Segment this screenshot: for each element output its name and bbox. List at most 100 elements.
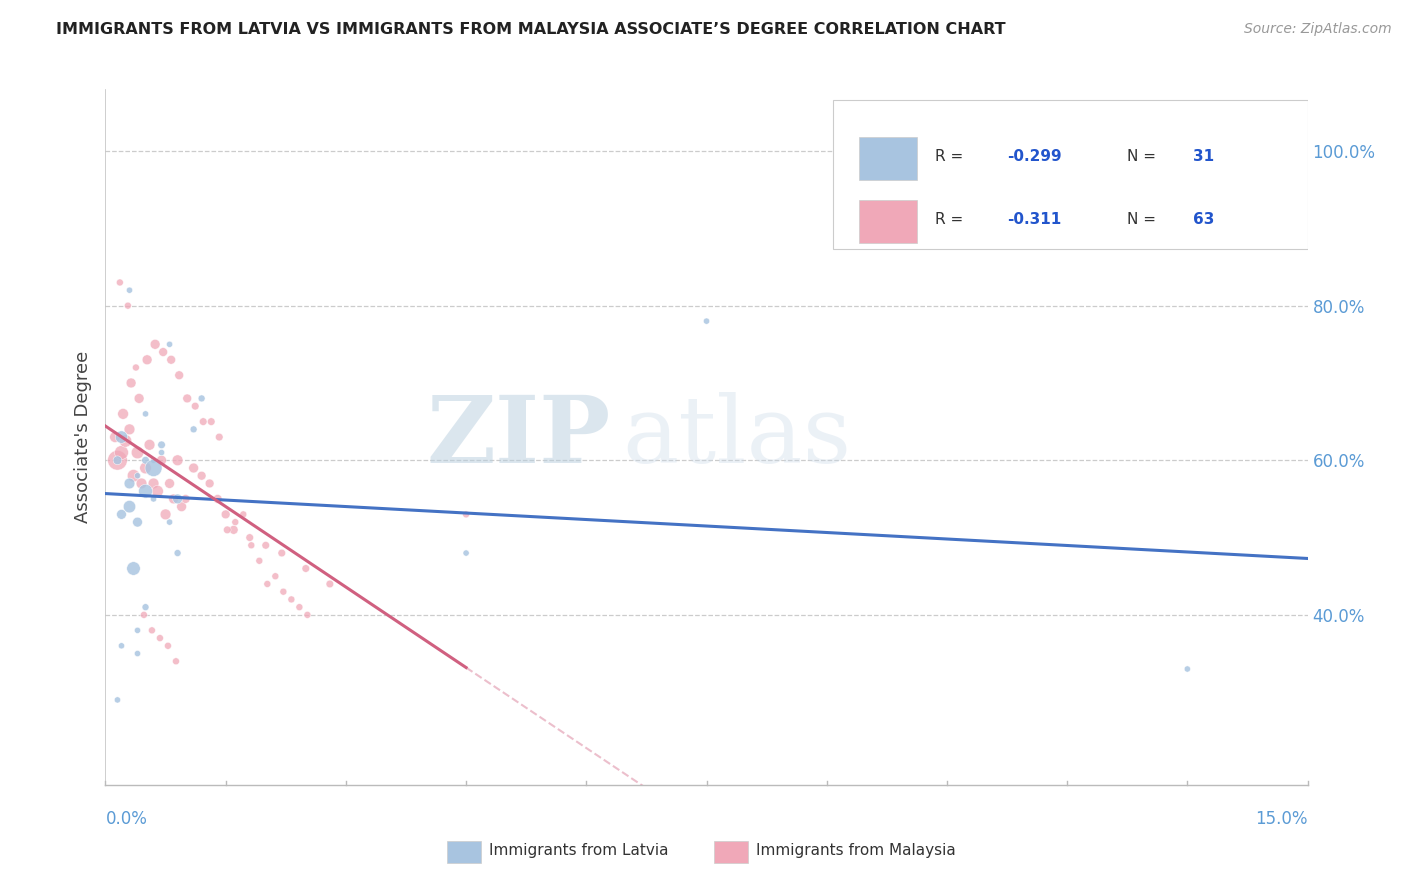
Point <box>152 345 174 359</box>
Point <box>150 445 173 459</box>
Point <box>162 491 184 506</box>
Text: Immigrants from Latvia: Immigrants from Latvia <box>489 844 669 858</box>
Point <box>190 392 212 406</box>
Point <box>135 600 157 615</box>
Point <box>232 508 254 522</box>
Point <box>110 508 132 522</box>
Point <box>190 468 212 483</box>
Point <box>166 491 188 506</box>
FancyBboxPatch shape <box>832 100 1308 249</box>
Point <box>104 430 127 444</box>
Point <box>240 538 263 552</box>
Point <box>166 453 188 467</box>
Point <box>256 577 278 591</box>
Point <box>135 407 157 421</box>
Point <box>135 461 157 475</box>
Point <box>142 476 165 491</box>
Point <box>125 360 148 375</box>
Point <box>127 445 149 459</box>
Text: -0.311: -0.311 <box>1007 211 1062 227</box>
Point <box>146 484 169 499</box>
Y-axis label: Associate's Degree: Associate's Degree <box>73 351 91 524</box>
Point <box>122 468 145 483</box>
Point <box>155 508 177 522</box>
Point <box>1175 662 1198 676</box>
Point <box>150 438 173 452</box>
Point <box>167 368 190 383</box>
Point <box>107 693 129 707</box>
Point <box>696 314 718 328</box>
Point <box>149 631 172 645</box>
Point <box>135 484 157 499</box>
Point <box>198 476 221 491</box>
Point <box>184 399 207 413</box>
Text: R =: R = <box>935 211 963 227</box>
Point <box>176 392 198 406</box>
Point <box>208 430 231 444</box>
Point <box>136 352 159 367</box>
Point <box>110 639 132 653</box>
Point <box>217 523 239 537</box>
Point <box>120 376 142 390</box>
Point <box>183 422 205 436</box>
Point <box>142 461 165 475</box>
Point <box>166 546 188 560</box>
Point <box>207 491 229 506</box>
Point <box>150 453 173 467</box>
Point <box>110 430 132 444</box>
Text: N =: N = <box>1128 149 1156 164</box>
Text: atlas: atlas <box>623 392 852 482</box>
Point <box>118 283 141 297</box>
Point <box>170 500 193 514</box>
Point <box>156 639 179 653</box>
Text: IMMIGRANTS FROM LATVIA VS IMMIGRANTS FROM MALAYSIA ASSOCIATE’S DEGREE CORRELATIO: IMMIGRANTS FROM LATVIA VS IMMIGRANTS FRO… <box>56 22 1005 37</box>
Point <box>288 600 311 615</box>
Point <box>456 508 478 522</box>
Point <box>143 337 166 351</box>
Text: 15.0%: 15.0% <box>1256 810 1308 828</box>
Text: R =: R = <box>935 149 963 164</box>
Point <box>247 554 270 568</box>
Point <box>214 508 236 522</box>
Point <box>118 500 141 514</box>
Point <box>131 476 153 491</box>
Point <box>132 607 155 622</box>
Point <box>114 434 136 448</box>
Point <box>128 392 150 406</box>
Point <box>118 422 141 436</box>
Point <box>142 453 165 467</box>
Point <box>135 453 157 467</box>
Point <box>112 407 135 421</box>
Point <box>107 453 129 467</box>
Point <box>141 624 163 638</box>
Point <box>280 592 302 607</box>
Point <box>297 607 319 622</box>
Point <box>138 438 160 452</box>
Point <box>273 584 295 599</box>
Point <box>160 352 183 367</box>
Point <box>127 468 149 483</box>
Text: N =: N = <box>1128 211 1156 227</box>
Point <box>239 531 262 545</box>
Text: 63: 63 <box>1194 211 1215 227</box>
Point <box>264 569 287 583</box>
Point <box>108 276 131 290</box>
Text: 31: 31 <box>1194 149 1215 164</box>
FancyBboxPatch shape <box>859 137 917 180</box>
Point <box>127 515 149 529</box>
Text: Immigrants from Malaysia: Immigrants from Malaysia <box>756 844 956 858</box>
Point <box>295 561 318 575</box>
Point <box>117 299 139 313</box>
Point <box>122 561 145 575</box>
Point <box>456 546 478 560</box>
Point <box>165 654 187 668</box>
Text: -0.299: -0.299 <box>1007 149 1062 164</box>
Point <box>159 476 181 491</box>
Point <box>127 647 149 661</box>
FancyBboxPatch shape <box>859 200 917 243</box>
Point <box>110 445 132 459</box>
Point <box>224 515 246 529</box>
Point <box>118 476 141 491</box>
Text: 0.0%: 0.0% <box>105 810 148 828</box>
Point <box>222 523 245 537</box>
